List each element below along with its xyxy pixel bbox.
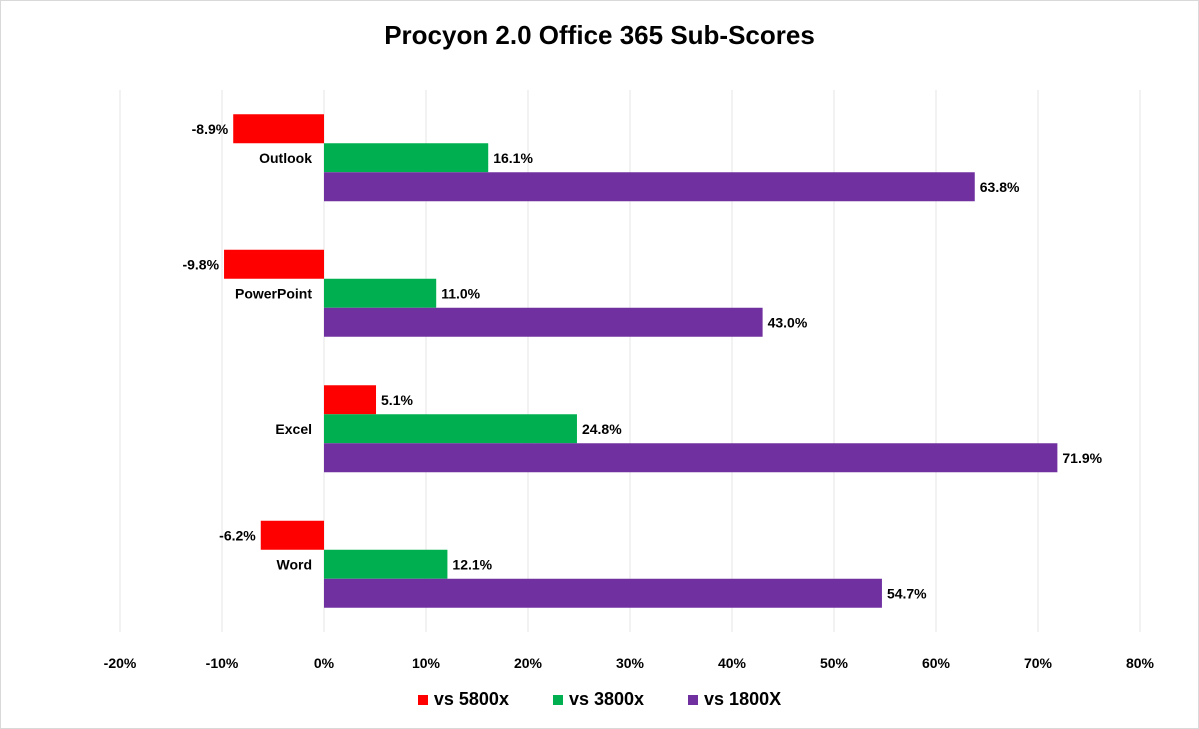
data-label: 5.1% bbox=[381, 392, 413, 408]
data-label: 16.1% bbox=[493, 150, 533, 166]
legend-item: vs 3800x bbox=[552, 689, 645, 710]
legend-swatch bbox=[552, 694, 563, 705]
x-tick-label: 80% bbox=[1126, 655, 1155, 671]
bar bbox=[324, 549, 448, 579]
x-tick-label: 0% bbox=[314, 655, 335, 671]
x-tick-label: -20% bbox=[104, 655, 137, 671]
x-tick-label: 10% bbox=[412, 655, 441, 671]
chart-title: Procyon 2.0 Office 365 Sub-Scores bbox=[384, 20, 815, 50]
category-label: Excel bbox=[275, 421, 312, 437]
category-label: Word bbox=[276, 556, 312, 572]
x-tick-label: 50% bbox=[820, 655, 849, 671]
data-label: -6.2% bbox=[219, 527, 256, 543]
legend-swatch bbox=[417, 694, 428, 705]
bar bbox=[324, 172, 975, 202]
data-label: 24.8% bbox=[582, 421, 622, 437]
data-label: -8.9% bbox=[192, 121, 229, 137]
bar bbox=[260, 520, 324, 550]
x-tick-label: -10% bbox=[206, 655, 239, 671]
bar bbox=[324, 443, 1058, 473]
bar bbox=[324, 578, 882, 608]
x-tick-label: 30% bbox=[616, 655, 645, 671]
bar bbox=[324, 278, 437, 308]
data-label: 71.9% bbox=[1062, 450, 1102, 466]
data-label: -9.8% bbox=[182, 256, 219, 272]
data-label: 12.1% bbox=[452, 556, 492, 572]
legend-label: vs 3800x bbox=[568, 689, 645, 709]
chart-legend: vs 5800x vs 3800x vs 1800X bbox=[0, 689, 1199, 710]
x-tick-label: 60% bbox=[922, 655, 951, 671]
category-label: PowerPoint bbox=[235, 285, 312, 301]
bar bbox=[233, 114, 324, 144]
bar bbox=[324, 307, 763, 337]
legend-label: vs 1800X bbox=[704, 689, 782, 709]
data-label: 11.0% bbox=[441, 285, 480, 301]
data-label: 54.7% bbox=[887, 585, 927, 601]
legend-item: vs 5800x bbox=[417, 689, 509, 710]
data-label: 63.8% bbox=[980, 179, 1020, 195]
x-tick-label: 40% bbox=[718, 655, 747, 671]
data-label: 43.0% bbox=[768, 314, 808, 330]
bar bbox=[324, 414, 577, 444]
bar bbox=[324, 143, 489, 173]
bar bbox=[224, 249, 324, 279]
legend-swatch bbox=[688, 694, 699, 705]
bar bbox=[324, 385, 377, 415]
x-tick-label: 20% bbox=[514, 655, 543, 671]
legend-item: vs 1800X bbox=[688, 689, 781, 710]
legend-label: vs 5800x bbox=[433, 689, 509, 709]
category-label: Outlook bbox=[259, 150, 312, 166]
x-tick-label: 70% bbox=[1024, 655, 1053, 671]
